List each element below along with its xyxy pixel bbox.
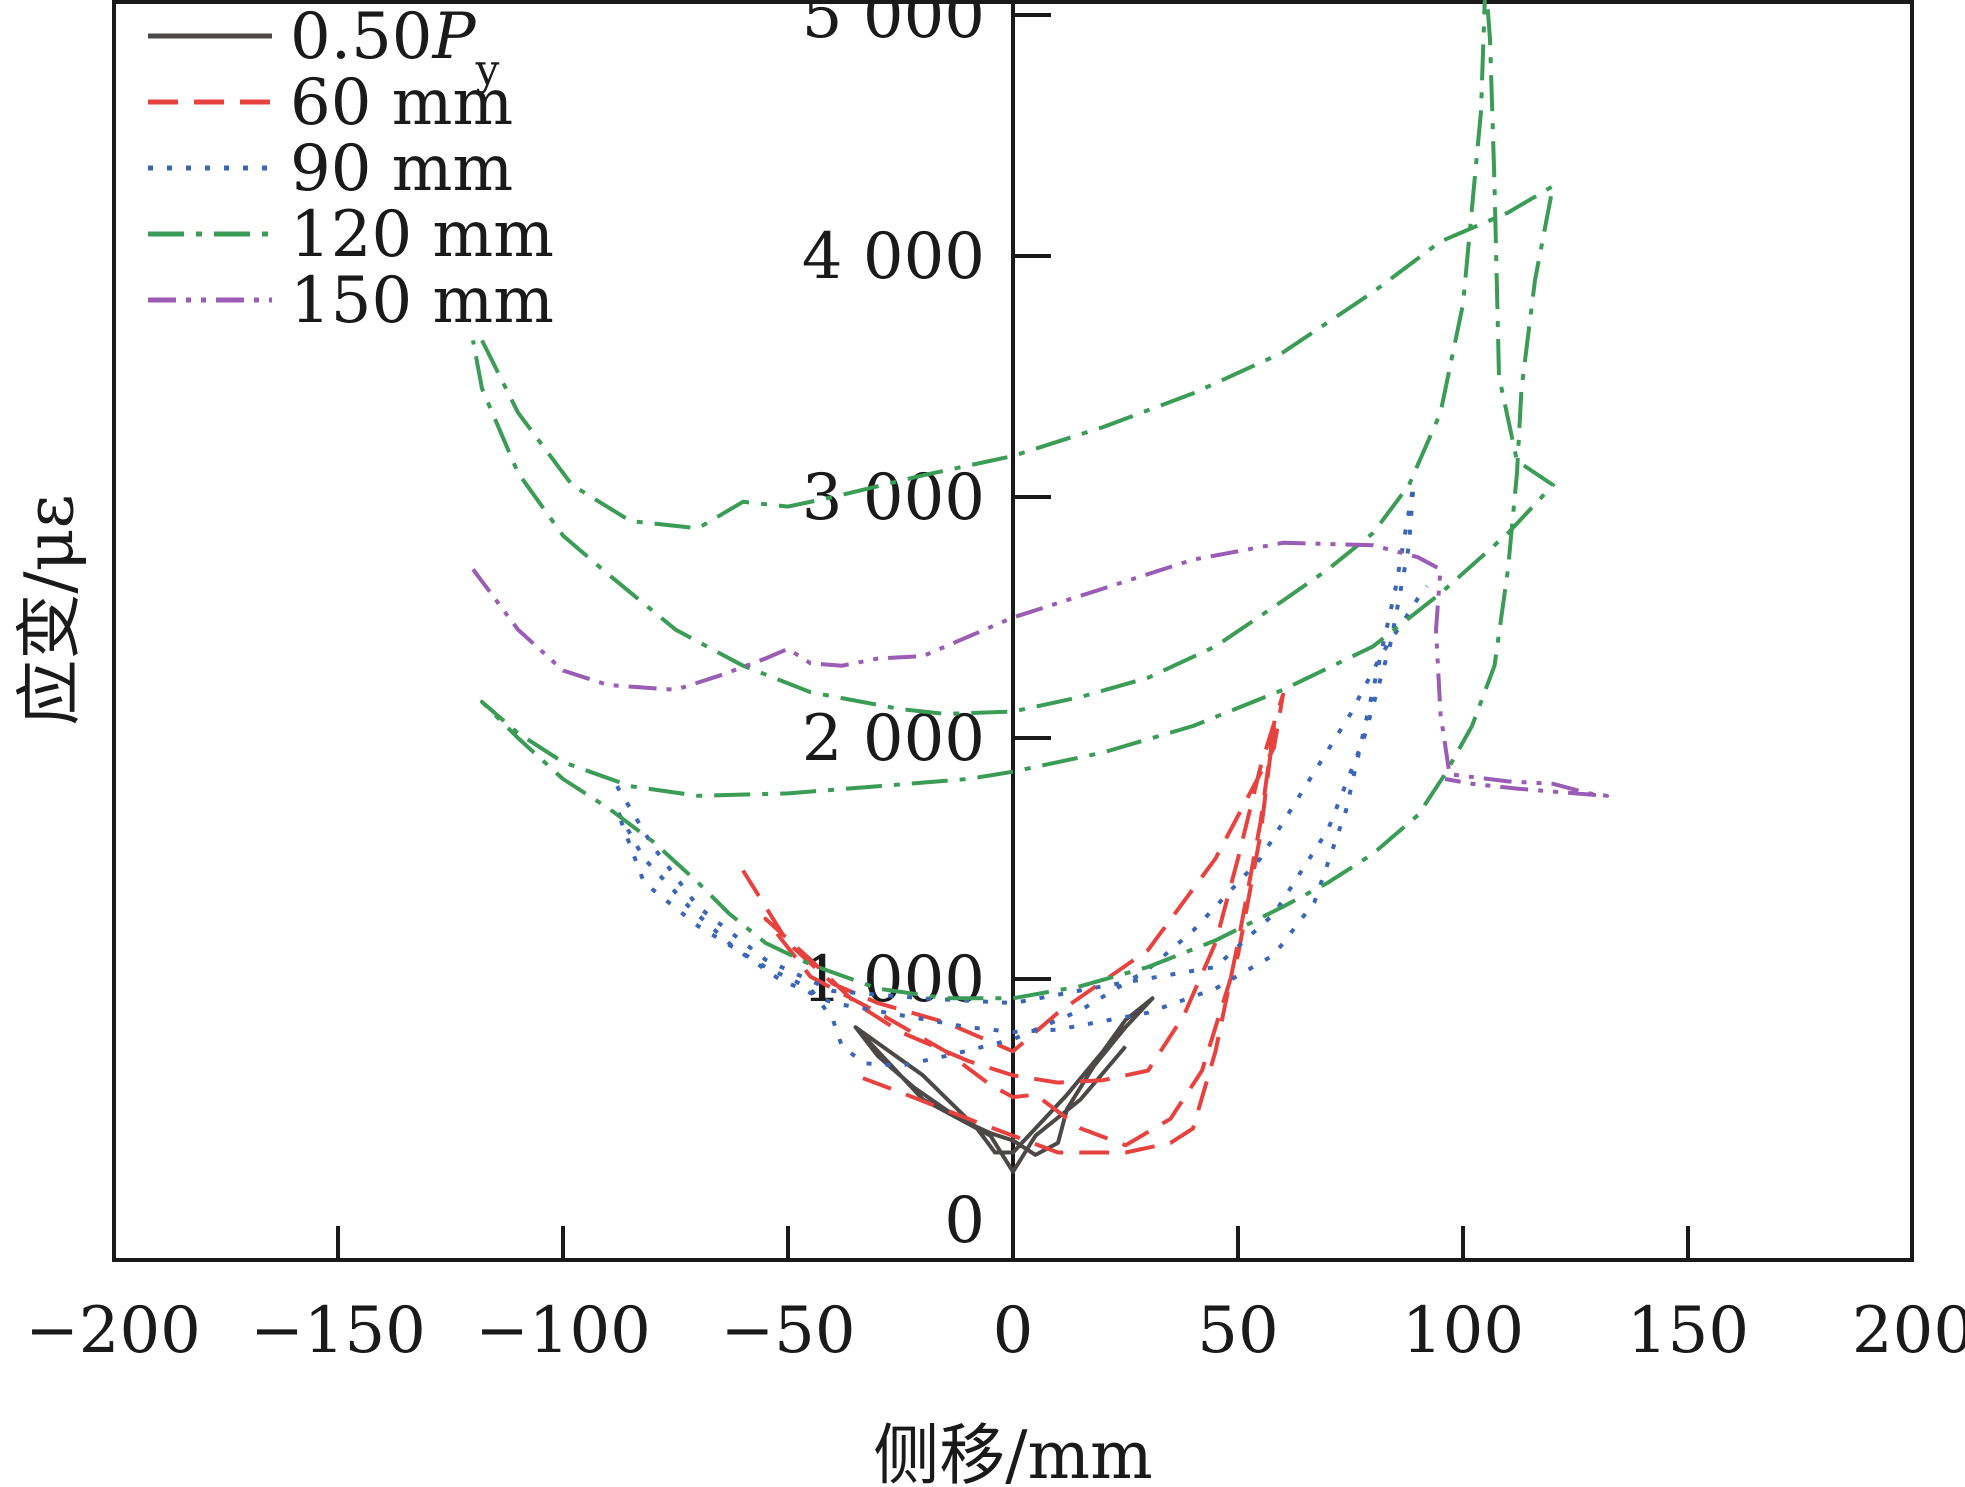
x-tick-label: 200 [1852,1294,1965,1368]
y-tick-label: 5 000 [802,0,985,53]
x-tick-label: −150 [250,1294,426,1368]
x-axis-ticks: −200 −150 −100 −50 0 50 100 150 200 [25,1226,1965,1368]
data-series [471,0,1609,1174]
legend-label-2: 90 mm [290,132,513,206]
x-tick-label: −100 [475,1294,651,1368]
y-tick-label: 3 000 [802,461,985,535]
x-tick-label: −200 [25,1294,201,1368]
series-line-0 [853,996,1155,1174]
x-tick-label: 0 [993,1294,1034,1368]
legend-label-3: 120 mm [290,198,554,272]
x-tick-label: 100 [1402,1294,1524,1368]
legend-label-italic: P [432,0,477,74]
legend-label-main: 60 mm [290,66,513,140]
y-tick-label: 4 000 [802,220,985,294]
series-line-1 [741,692,1285,1155]
series-line-2 [615,483,1429,1068]
legend-label-main: 90 mm [290,132,513,206]
x-tick-label: 50 [1197,1294,1278,1368]
legend-label-main: 0.50 [290,0,433,74]
legend-label-sub: y [475,45,500,94]
legend-label-main: 120 mm [290,198,554,272]
y-tick-label: 0 [944,1184,985,1258]
legend-label-4: 150 mm [290,264,554,338]
series-line-4 [471,540,1609,798]
legend-label-0: 0.50Py [290,0,500,94]
x-axis-title: 侧移/mm [873,1417,1152,1487]
y-axis-title: 应变/με [11,494,88,725]
legend-label-1: 60 mm [290,66,513,140]
x-tick-label: −50 [720,1294,855,1368]
series-line-3 [471,0,1555,1001]
x-tick-label: 150 [1627,1294,1749,1368]
legend-label-main: 150 mm [290,264,554,338]
